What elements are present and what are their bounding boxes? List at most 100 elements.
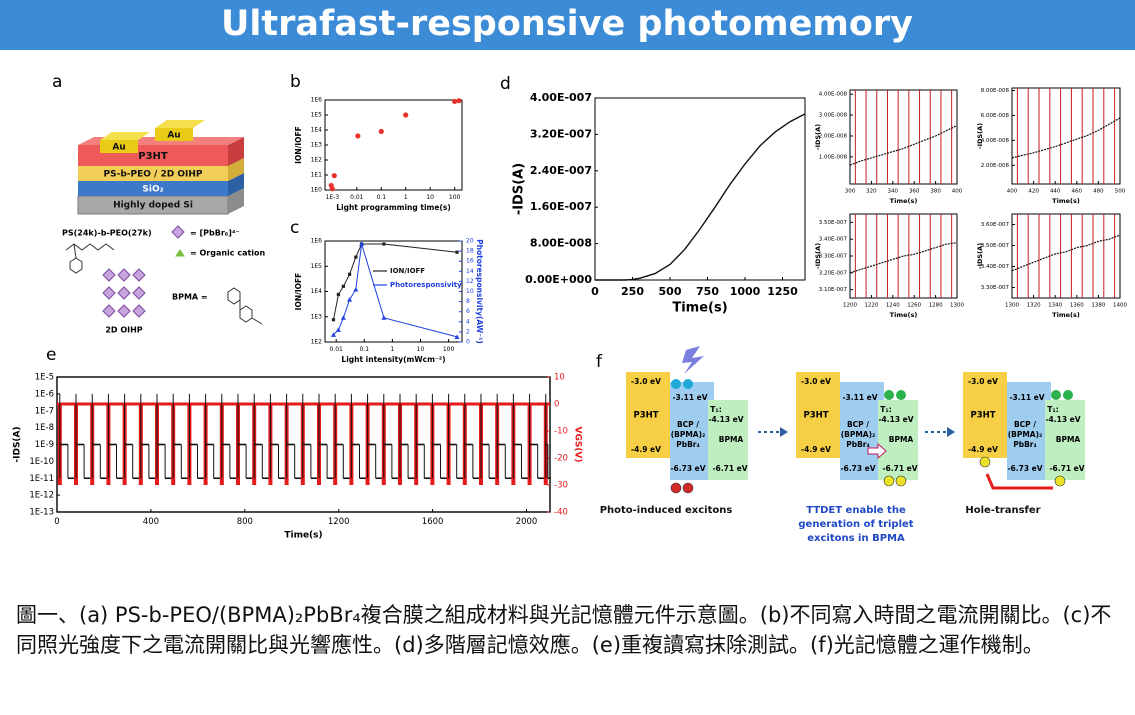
y-tick-label: 2.00E-008 bbox=[819, 133, 848, 139]
x-tick-label: 1250 bbox=[767, 285, 798, 298]
data-point bbox=[403, 112, 409, 118]
y-tick-label: 3.40E-007 bbox=[981, 264, 1010, 270]
y-tick-label: 3.20E-007 bbox=[530, 127, 592, 140]
bpma-box bbox=[1045, 400, 1085, 480]
plot-frame bbox=[849, 89, 958, 185]
y-axis-label: -IDS(A) bbox=[13, 426, 23, 462]
energy-level: -6.71 eV bbox=[1049, 464, 1084, 473]
energy-level: -4.9 eV bbox=[801, 445, 831, 454]
y-tick-label: 1E1 bbox=[311, 172, 323, 179]
y-tick-label: 1E-12 bbox=[29, 491, 54, 501]
series-marker bbox=[347, 272, 352, 276]
electron bbox=[683, 379, 693, 389]
series-marker bbox=[340, 315, 346, 320]
y-tick-label: 1E5 bbox=[311, 112, 323, 119]
x-axis-label: Time(s) bbox=[672, 301, 727, 316]
y-tick-label: 1E-13 bbox=[29, 508, 54, 518]
panel-label: e bbox=[46, 345, 56, 365]
series-marker bbox=[353, 286, 359, 292]
y2-tick-label: 0 bbox=[466, 339, 470, 346]
y-tick-label: 1E3 bbox=[311, 313, 323, 320]
y2-tick-label: 14 bbox=[466, 268, 474, 275]
x-tick-label: 1600 bbox=[422, 517, 444, 527]
hole bbox=[670, 482, 682, 494]
y-tick-label: 1.60E-007 bbox=[530, 200, 592, 213]
series-marker bbox=[335, 327, 341, 332]
material-label: BCP / bbox=[847, 420, 869, 429]
hole bbox=[883, 475, 895, 487]
x-tick-label: 1 bbox=[404, 194, 408, 201]
x-axis-label: Time(s) bbox=[890, 197, 918, 205]
series-marker bbox=[382, 242, 386, 246]
data-point bbox=[456, 98, 462, 104]
series-line bbox=[333, 243, 458, 338]
electron bbox=[884, 390, 894, 400]
hole-transfer-arrow bbox=[985, 473, 1053, 490]
x-tick-label: 0 bbox=[54, 517, 59, 527]
y2-tick-label: -20 bbox=[554, 454, 568, 464]
x-tick-label: 1340 bbox=[1048, 302, 1062, 308]
x-tick-label: 0.1 bbox=[376, 194, 386, 201]
y-tick-label: 1E4 bbox=[311, 288, 323, 295]
x-tick-label: 1200 bbox=[843, 302, 857, 308]
y-axis-label: -IDS(A) bbox=[814, 243, 822, 269]
y2-tick-label: 10 bbox=[554, 373, 565, 383]
hole bbox=[1054, 475, 1066, 487]
light-bolt bbox=[682, 346, 704, 374]
arrow-head bbox=[780, 427, 788, 437]
y-tick-label: 3.50E-007 bbox=[981, 243, 1010, 249]
y-tick-label: 8.00E-008 bbox=[530, 237, 592, 250]
energy-level: -6.73 eV bbox=[1007, 464, 1042, 473]
x-tick-label: 1360 bbox=[1070, 302, 1084, 308]
energy-level: -3.0 eV bbox=[631, 377, 661, 386]
y-tick-label: 3.30E-007 bbox=[819, 254, 848, 260]
bpma-label: BPMA = bbox=[172, 293, 208, 302]
y-tick-label: 6.00E-008 bbox=[981, 113, 1010, 119]
energy-level: -6.71 eV bbox=[882, 464, 917, 473]
x-tick-label: 1E-3 bbox=[326, 194, 340, 201]
p3ht-box bbox=[963, 372, 1007, 458]
plot-frame bbox=[324, 99, 463, 191]
electron bbox=[1051, 390, 1061, 400]
inset-line bbox=[1011, 117, 1121, 159]
y-tick-label: 3.40E-007 bbox=[819, 237, 848, 243]
material-label: BCP / bbox=[1014, 420, 1036, 429]
device-stack bbox=[77, 120, 244, 215]
data-point bbox=[331, 173, 337, 179]
x-tick-label: 2000 bbox=[516, 517, 538, 527]
x-tick-label: 1380 bbox=[1091, 302, 1105, 308]
y2-axis-label: Photoresponsivity(AW⁻¹) bbox=[475, 239, 484, 344]
series-marker bbox=[381, 315, 387, 320]
layer-label: PS-b-PEO / 2D OIHP bbox=[104, 170, 203, 180]
series-marker bbox=[359, 241, 365, 247]
y-tick-label: 1.00E-008 bbox=[819, 154, 848, 160]
energy-level: -4.9 eV bbox=[968, 445, 998, 454]
y-axis-label: ION/IOFF bbox=[294, 273, 303, 311]
stage-caption: Photo-induced excitons bbox=[600, 505, 733, 516]
material-label: BPMA bbox=[1056, 435, 1081, 444]
y-tick-label: 1E-6 bbox=[35, 389, 54, 399]
y-tick-label: 0.00E+000 bbox=[525, 273, 592, 286]
y-tick-label: 1E-5 bbox=[35, 373, 54, 383]
octahedron-label: = [PbBr₆]⁴⁻ bbox=[190, 229, 240, 238]
hole bbox=[895, 475, 907, 487]
energy-level: -3.0 eV bbox=[801, 377, 831, 386]
bcp-box bbox=[1007, 382, 1051, 480]
layer-label: SiO₂ bbox=[142, 185, 163, 195]
y-axis-label: -IDS(A) bbox=[512, 163, 527, 215]
y-tick-label: 1E6 bbox=[311, 238, 323, 245]
y-tick-label: 8.00E-008 bbox=[981, 88, 1010, 94]
y2-tick-label: 6 bbox=[466, 308, 470, 315]
x-tick-label: 320 bbox=[866, 188, 877, 194]
y2-tick-label: -30 bbox=[554, 481, 568, 491]
x-tick-label: 1220 bbox=[864, 302, 878, 308]
electron bbox=[671, 379, 681, 389]
x-axis-label: Time(s) bbox=[890, 311, 918, 319]
material-label: P3HT bbox=[633, 411, 658, 421]
bpma-box bbox=[878, 400, 918, 480]
x-tick-label: 100 bbox=[449, 194, 461, 201]
y-tick-label: 3.20E-007 bbox=[819, 270, 848, 276]
y2-tick-label: 12 bbox=[466, 278, 474, 285]
energy-level: -4.13 eV bbox=[1045, 415, 1080, 424]
stage-caption: Hole-transfer bbox=[965, 505, 1040, 516]
